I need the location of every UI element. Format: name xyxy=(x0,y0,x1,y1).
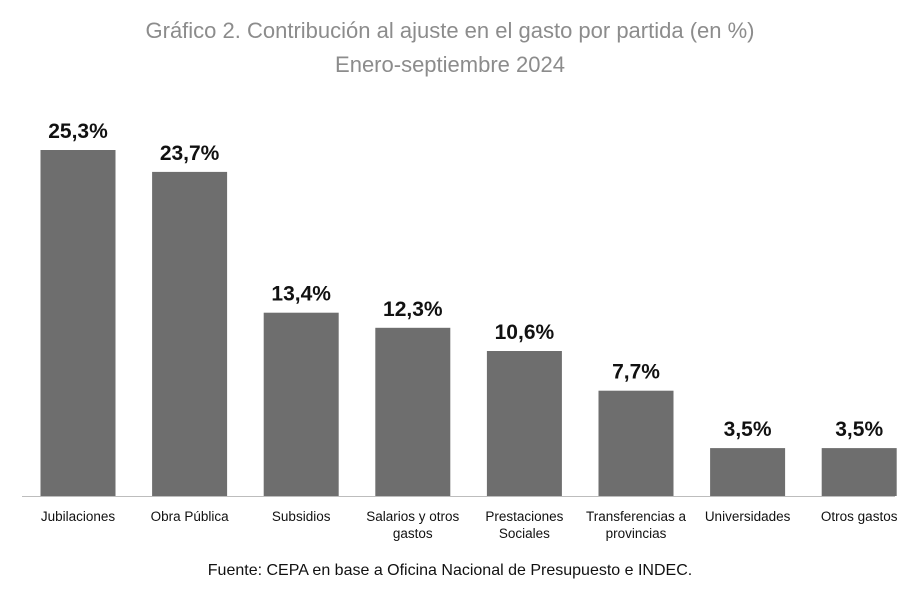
bar xyxy=(375,327,451,496)
data-label: 3,5% xyxy=(835,418,883,441)
data-label: 13,4% xyxy=(271,283,331,306)
x-tick-label: Sociales xyxy=(499,526,550,541)
x-tick-label: gastos xyxy=(393,526,433,541)
x-tick-label: Prestaciones xyxy=(485,509,563,524)
data-label: 7,7% xyxy=(612,361,660,384)
data-label: 23,7% xyxy=(160,142,220,165)
source-note: Fuente: CEPA en base a Oficina Nacional … xyxy=(207,562,693,579)
bar-chart: 25,3% Jubilaciones 23,7% Obra Pública 13,4% S… xyxy=(22,120,898,541)
bar xyxy=(598,390,674,496)
x-tick-label: provincias xyxy=(606,526,667,541)
bar xyxy=(821,448,897,496)
bar xyxy=(710,448,786,496)
bar xyxy=(263,312,339,496)
x-tick-label: Transferencias a xyxy=(586,509,687,524)
x-tick-label: Subsidios xyxy=(272,509,331,524)
bar xyxy=(486,351,562,496)
data-label: 12,3% xyxy=(383,298,443,321)
bar xyxy=(40,150,116,496)
x-tick-label: Universidades xyxy=(705,509,791,524)
data-label: 3,5% xyxy=(724,418,772,441)
x-tick-label: Otros gastos xyxy=(821,509,898,524)
data-label: 25,3% xyxy=(48,120,108,143)
chart-subtitle: Enero-septiembre 2024 xyxy=(335,52,565,77)
bar xyxy=(152,171,228,496)
x-tick-label: Jubilaciones xyxy=(41,509,116,524)
x-tick-label: Salarios y otros xyxy=(366,509,459,524)
chart-title: Gráfico 2. Contribución al ajuste en el … xyxy=(145,18,755,43)
x-tick-label: Obra Pública xyxy=(151,509,230,524)
data-label: 10,6% xyxy=(495,321,555,344)
